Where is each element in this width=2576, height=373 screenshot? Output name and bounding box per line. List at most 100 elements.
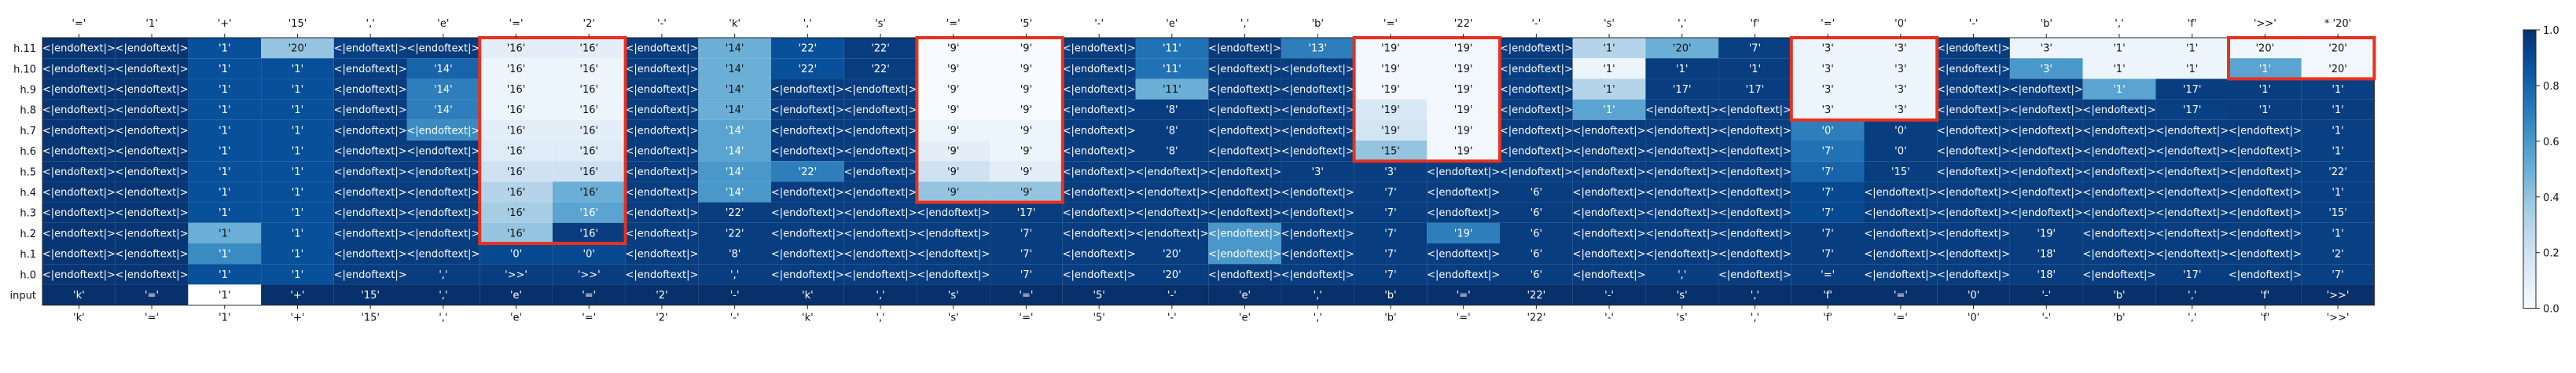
cell-label: <|endoftext|>: [42, 269, 116, 281]
heatmap-cell: [261, 243, 334, 265]
input-cell: [1427, 284, 1500, 305]
cell-label: '3': [1821, 104, 1833, 116]
heatmap-cell: [552, 79, 626, 100]
heatmap-cell: [625, 222, 699, 243]
cell-label: '16': [507, 64, 526, 75]
cell-label: <|endoftext|>: [334, 146, 407, 158]
heatmap-cell: [115, 99, 189, 120]
input-cell: [843, 284, 917, 305]
heatmap-cell: [1281, 264, 1354, 285]
cell-label: '1': [2332, 187, 2343, 199]
top-tick-label: 'b': [2041, 18, 2052, 30]
cell-label: <|endoftext|>: [2010, 125, 2083, 137]
heatmap-cell: [406, 222, 480, 243]
top-tick-label: ',': [1240, 18, 1249, 30]
highlight-box: [478, 36, 627, 245]
cell-label: '7': [1821, 166, 1833, 178]
heatmap-cell: [2155, 222, 2229, 243]
heatmap-cell: [698, 222, 771, 243]
heatmap-cell: [843, 119, 917, 141]
cell-label: <|endoftext|>: [1063, 146, 1136, 158]
heatmap-cell: [917, 181, 990, 203]
cell-label: <|endoftext|>: [917, 228, 990, 240]
heatmap-cell: [1500, 119, 1573, 141]
cell-label: <|endoftext|>: [1937, 43, 2010, 55]
heatmap-cell: [771, 222, 844, 243]
cell-label: '+': [290, 290, 304, 302]
cell-label: <|endoftext|>: [42, 249, 116, 261]
cell-label: <|endoftext|>: [2082, 228, 2155, 240]
cell-label: <|endoftext|>: [1573, 125, 1646, 137]
heatmap-cell: [42, 181, 116, 203]
heatmap-cell: [990, 38, 1063, 59]
cell-label: '8': [1166, 146, 1178, 158]
cell-label: '1': [219, 43, 230, 55]
heatmap-cell: [1791, 181, 1865, 203]
cell-label: '14': [726, 187, 744, 199]
heatmap-cell: [1645, 181, 1719, 203]
heatmap-cell: [1281, 119, 1354, 141]
cell-label: '1': [219, 64, 230, 75]
heatmap-cell: [261, 58, 334, 79]
heatmap-cell: [843, 161, 917, 182]
heatmap-cell: [1937, 243, 2010, 265]
heatmap-cell: [406, 79, 480, 100]
cell-label: '7': [1749, 43, 1761, 55]
heatmap-cell: [1645, 161, 1719, 182]
top-tick-label: ',': [2115, 18, 2123, 30]
cell-label: '0': [510, 249, 522, 261]
bottom-tick-label: ',': [876, 313, 884, 324]
cell-label: '=': [1019, 290, 1033, 302]
heatmap-cell: [480, 58, 553, 79]
heatmap-cell: [406, 99, 480, 120]
cell-label: <|endoftext|>: [1718, 125, 1791, 137]
top-tick-label: '5': [1020, 18, 1032, 30]
cell-label: <|endoftext|>: [1864, 228, 1937, 240]
heatmap-cell: [1354, 119, 1428, 141]
heatmap-cell: [42, 222, 116, 243]
heatmap-cell: [2301, 222, 2375, 243]
heatmap-cell: [261, 99, 334, 120]
cell-label: '6': [1531, 269, 1542, 281]
heatmap-cell: [1937, 141, 2010, 162]
heatmap-cell: [1500, 99, 1573, 120]
cell-label: <|endoftext|>: [917, 269, 990, 281]
heatmap-cell: [698, 161, 771, 182]
heatmap-cell: [480, 161, 553, 182]
heatmap-cell: [990, 58, 1063, 79]
cell-label: <|endoftext|>: [1281, 146, 1354, 158]
heatmap-cell: [843, 38, 917, 59]
cell-label: '14': [434, 64, 453, 75]
cell-label: '19': [1454, 64, 1473, 75]
top-tick-label: * '20': [2324, 18, 2351, 30]
heatmap-cell: [480, 264, 553, 285]
heatmap-cell: [333, 202, 407, 223]
top-tick-label: '22': [1454, 18, 1473, 30]
heatmap-cell: [1864, 99, 1938, 120]
cell-label: '9': [1020, 84, 1032, 96]
heatmap-cell: [1718, 38, 1791, 59]
cell-label: '1': [219, 125, 230, 137]
top-tick-label: 'b': [1312, 18, 1324, 30]
input-cell: [1500, 284, 1573, 305]
cell-label: '19': [1454, 43, 1473, 55]
cell-label: '17': [2183, 104, 2202, 116]
cell-label: '9': [947, 146, 959, 158]
cell-label: '19': [1381, 104, 1400, 116]
heatmap-cell: [1427, 58, 1500, 79]
cell-label: '2': [656, 290, 667, 302]
cell-label: <|endoftext|>: [1718, 269, 1791, 281]
heatmap-cell: [2155, 202, 2229, 223]
cell-label: <|endoftext|>: [406, 187, 480, 199]
cell-label: <|endoftext|>: [116, 84, 189, 96]
cell-label: '14': [726, 104, 744, 116]
cell-label: <|endoftext|>: [1573, 269, 1646, 281]
cell-label: 'f': [1823, 290, 1832, 302]
heatmap-cell: [1354, 141, 1428, 162]
bottom-tick-label: 's': [948, 313, 959, 324]
bottom-tick-label: ',': [1314, 313, 1322, 324]
cell-label: '1': [292, 84, 303, 96]
heatmap-cell: [917, 141, 990, 162]
cell-label: '7': [1821, 249, 1833, 261]
cell-label: '9': [947, 64, 959, 75]
